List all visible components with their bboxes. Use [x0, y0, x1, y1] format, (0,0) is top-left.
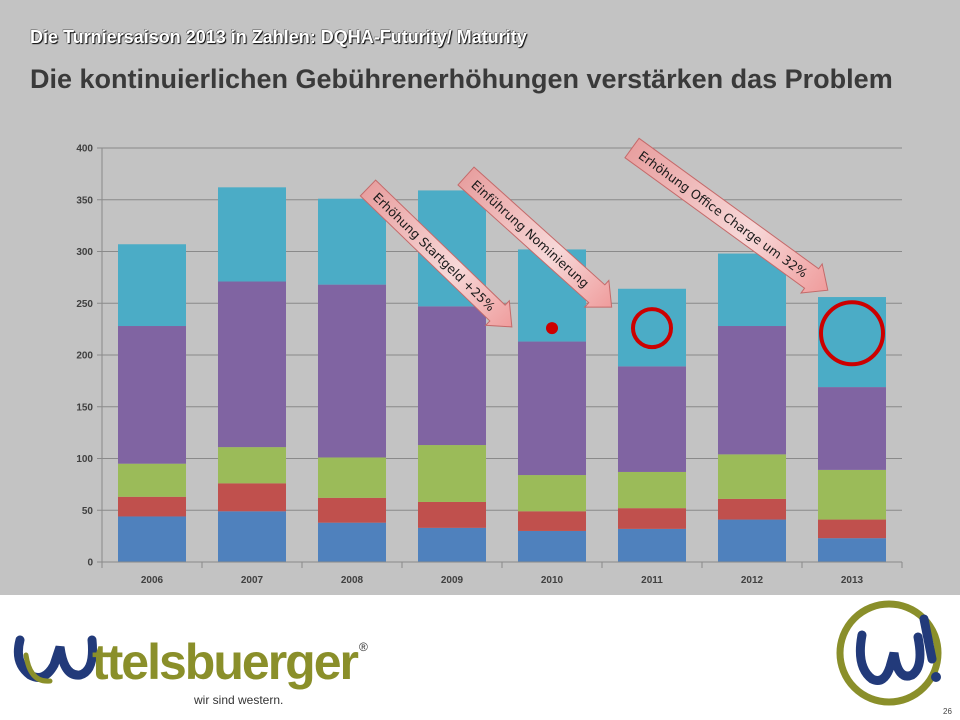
bar-segment — [518, 511, 586, 531]
x-tick-label: 2008 — [341, 575, 364, 586]
y-tick-label: 350 — [76, 195, 93, 206]
bar-segment — [818, 387, 886, 470]
x-tick-label: 2013 — [841, 575, 864, 586]
bar-segment — [318, 457, 386, 498]
logo-tagline: wir sind western. — [194, 693, 284, 707]
bar-segment — [118, 463, 186, 497]
arrow-shape — [359, 179, 513, 328]
logo-w-icon — [13, 635, 97, 684]
highlight-ring — [631, 307, 673, 350]
bar-segment — [818, 469, 886, 520]
bar-segment — [218, 187, 286, 282]
x-tick-label: 2012 — [741, 575, 764, 586]
bar-segment — [718, 519, 786, 562]
bar-segment — [718, 326, 786, 455]
bar-segment — [218, 447, 286, 484]
bar-segment — [218, 281, 286, 448]
bar-segment — [418, 445, 486, 502]
stacked-bar-chart: 0 50 100 150 200 250 300 350 400 2006 2007 2008 2009… — [76, 137, 903, 586]
y-tick-label: 150 — [76, 402, 93, 413]
bar-segment — [718, 454, 786, 499]
bar-segment — [318, 497, 386, 523]
x-tick-label: 2010 — [541, 575, 564, 586]
y-tick-label: 400 — [76, 144, 93, 155]
bar-segment — [518, 530, 586, 562]
y-tick-label: 300 — [76, 247, 93, 258]
slide-kicker: Die Turniersaison 2013 in Zahlen: DQHA-F… — [30, 27, 527, 47]
bar-segment — [618, 366, 686, 472]
y-tick-label: 0 — [87, 558, 93, 569]
bar-segment — [318, 522, 386, 562]
bar-segment — [118, 496, 186, 517]
bar-segment — [318, 284, 386, 458]
x-tick-label: 2009 — [441, 575, 464, 586]
arrow-shape — [457, 166, 613, 308]
bar-segment — [618, 288, 686, 367]
bar-segment — [118, 244, 186, 327]
x-tick-label: 2011 — [641, 575, 663, 586]
y-tick-label: 50 — [82, 506, 94, 517]
bar-segment — [618, 508, 686, 529]
x-tick-label: 2006 — [141, 575, 164, 586]
x-tick-label: 2007 — [241, 575, 264, 586]
bar-segment — [418, 306, 486, 446]
bar-segment — [718, 498, 786, 520]
bar-segment — [118, 326, 186, 464]
bar-segment — [818, 519, 886, 539]
bar-segment — [418, 501, 486, 528]
footer: ttelsbuerger ® wir sind western. — [0, 595, 960, 720]
bar-segment — [418, 527, 486, 562]
y-tick-label: 250 — [76, 299, 93, 310]
bar-segment — [618, 528, 686, 562]
bar-segment — [518, 475, 586, 512]
wittelsbuerger-logo: ttelsbuerger ® — [13, 634, 368, 690]
marker-layer — [546, 300, 885, 367]
highlight-ring — [819, 300, 885, 367]
bar-segment — [518, 341, 586, 476]
bar-segment — [218, 511, 286, 562]
logo-wordmark: ttelsbuerger — [92, 634, 359, 690]
y-tick-label: 100 — [76, 454, 93, 465]
slide-headline: Die kontinuierlichen Gebührenerhöhungen … — [30, 64, 893, 94]
bar-segment — [318, 198, 386, 285]
axis-layer: 0 50 100 150 200 250 300 350 400 2006 2007 2008 2009… — [76, 144, 903, 586]
bar-segment — [618, 471, 686, 509]
page-number: 26 — [943, 707, 952, 716]
registered-mark: ® — [359, 640, 368, 654]
bar-segment — [818, 538, 886, 562]
bar-segment — [118, 516, 186, 562]
bar-segment — [218, 483, 286, 512]
wm-badge-logo — [836, 600, 942, 706]
highlight-dot — [546, 322, 558, 335]
arrow-shape — [624, 137, 829, 294]
bars-layer — [118, 187, 886, 562]
y-tick-label: 200 — [76, 351, 93, 362]
